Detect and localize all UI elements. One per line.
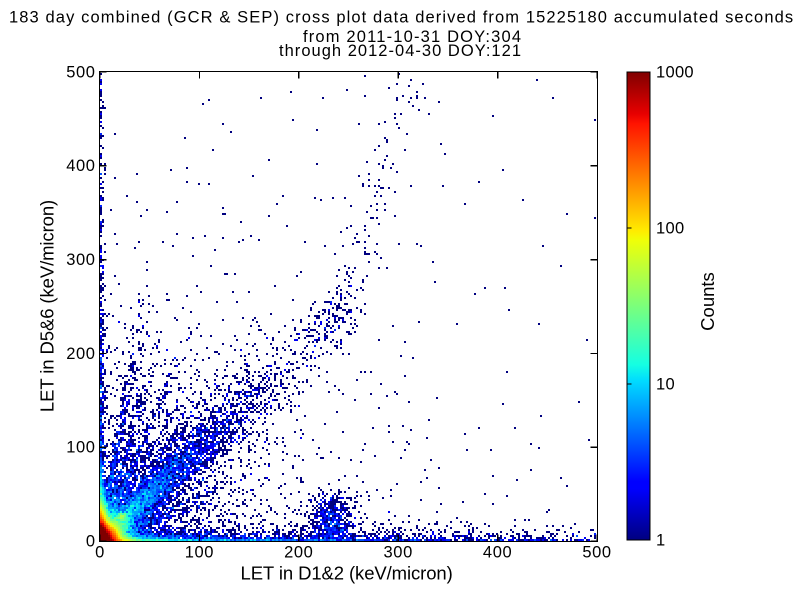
svg-text:0: 0 xyxy=(95,543,105,561)
svg-text:500: 500 xyxy=(582,543,611,561)
svg-text:100: 100 xyxy=(185,543,214,561)
svg-text:1: 1 xyxy=(656,531,665,549)
svg-text:through 2012-04-30 DOY:121: through 2012-04-30 DOY:121 xyxy=(279,42,522,60)
svg-text:0: 0 xyxy=(86,532,96,550)
svg-text:300: 300 xyxy=(66,251,95,269)
svg-text:LET in D5&6 (keV/micron): LET in D5&6 (keV/micron) xyxy=(37,200,58,412)
svg-text:Counts: Counts xyxy=(697,272,718,331)
svg-text:100: 100 xyxy=(656,219,684,237)
svg-text:100: 100 xyxy=(66,439,95,457)
svg-text:500: 500 xyxy=(66,63,95,81)
svg-text:400: 400 xyxy=(66,157,95,175)
svg-text:from 2011-10-31 DOY:304: from 2011-10-31 DOY:304 xyxy=(303,28,522,46)
svg-text:1000: 1000 xyxy=(656,63,694,81)
svg-text:183 day combined (GCR & SEP) c: 183 day combined (GCR & SEP) cross plot … xyxy=(9,9,794,27)
svg-text:400: 400 xyxy=(483,543,512,561)
svg-text:10: 10 xyxy=(656,375,675,393)
svg-text:200: 200 xyxy=(66,345,95,363)
svg-text:LET in D1&2 (keV/micron): LET in D1&2 (keV/micron) xyxy=(241,563,453,584)
svg-text:200: 200 xyxy=(284,543,313,561)
svg-text:300: 300 xyxy=(384,543,413,561)
